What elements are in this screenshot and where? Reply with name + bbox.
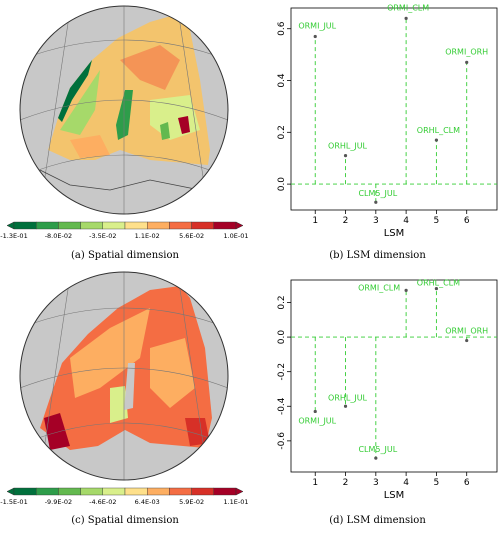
data-point: [465, 60, 469, 64]
x-tick-label: 4: [403, 478, 409, 488]
colorbar-swatch: [13, 221, 37, 230]
point-label: ORHL_CLM: [417, 126, 460, 135]
y-tick-label: -0.6: [277, 432, 287, 450]
y-tick-label: -0.4: [277, 397, 287, 415]
y-tick-label: 0.0: [277, 330, 287, 345]
colorbar-swatch: [58, 221, 81, 230]
lsm-chart-b: 1 2 3 4 5 6 0.0 0.2 0.4 0.6 LSM ORMI_JUL ORHL_JUL CLM…: [277, 3, 498, 239]
colorbar-tick-label: -8.0E-02: [45, 232, 72, 240]
colorbar-arrow-left: [6, 487, 15, 496]
colorbar-swatch: [169, 487, 192, 496]
colorbar-arrow-right: [235, 221, 244, 230]
map-panel-c: [19, 271, 229, 481]
data-point: [404, 288, 408, 292]
colorbar-swatch: [146, 487, 170, 496]
x-tick-label: 1: [312, 478, 318, 488]
x-tick-label: 2: [343, 478, 349, 488]
colorbar-swatch: [124, 221, 148, 230]
point-label: ORMI_CLM: [387, 3, 429, 12]
data-point: [465, 338, 469, 343]
x-axis-label: LSM: [384, 228, 405, 239]
point-label: ORHL_JUL: [328, 393, 368, 402]
colorbar-tick-label: -1.3E-01: [0, 232, 27, 240]
point-label: ORHL_JUL: [328, 142, 368, 151]
colorbar-swatch: [102, 487, 126, 496]
point-label: ORMI_JUL: [298, 416, 336, 425]
colorbar-tick-label: 5.9E-02: [179, 498, 204, 506]
data-point: [404, 16, 408, 20]
colorbar-a: -1.3E-01 -8.0E-02 -3.5E-02 1.1E-02 5.6E-02 1.…: [0, 221, 249, 240]
colorbar-tick-label: 6.4E-03: [135, 498, 160, 506]
colorbar-tick-label: 1.1E-02: [135, 232, 160, 240]
caption-c: (c) Spatial dimension: [71, 515, 179, 526]
colorbar-swatch: [36, 221, 59, 230]
colorbar-swatch: [102, 221, 126, 230]
colorbar-swatch: [124, 487, 148, 496]
x-tick-label: 3: [373, 216, 379, 226]
x-tick-label: 1: [312, 216, 318, 226]
colorbar-swatch: [80, 487, 103, 496]
point-label: ORMI_CLM: [358, 283, 400, 292]
colorbar-swatch: [213, 487, 237, 496]
point-label: ORMI_JUL: [298, 21, 336, 30]
x-tick-label: 6: [464, 216, 470, 226]
point-label: ORMI_ORH: [445, 47, 488, 56]
colorbar-tick-label: -4.6E-02: [89, 498, 116, 506]
data-point: [343, 154, 348, 158]
data-point: [434, 138, 439, 142]
x-tick-label: 6: [464, 478, 470, 488]
point-label: CLM5_JUL: [358, 189, 397, 198]
data-point: [313, 34, 317, 39]
colorbar-tick-label: -9.9E-02: [45, 498, 72, 506]
colorbar-tick-label: -1.5E-01: [0, 498, 27, 506]
colorbar-swatch: [58, 487, 81, 496]
x-axis-label: LSM: [384, 490, 405, 501]
caption-a: (a) Spatial dimension: [71, 250, 179, 261]
x-tick-label: 4: [403, 216, 409, 226]
x-tick-label: 2: [343, 216, 349, 226]
colorbar-swatch: [213, 221, 237, 230]
point-label: ORHL_CLM: [417, 279, 460, 288]
x-tick-label: 5: [434, 216, 440, 226]
colorbar-swatch: [80, 221, 103, 230]
colorbar-tick-label: 5.6E-02: [179, 232, 204, 240]
y-tick-label: 0.4: [277, 73, 287, 88]
caption-b: (b) LSM dimension: [329, 250, 426, 261]
colorbar-swatch: [169, 221, 192, 230]
data-point: [374, 200, 378, 204]
y-tick-label: 0.6: [277, 21, 287, 36]
data-point: [343, 404, 348, 408]
data-point: [434, 287, 439, 291]
colorbar-swatch: [13, 487, 37, 496]
colorbar-arrow-right: [235, 487, 244, 496]
data-point: [313, 409, 317, 414]
colorbar-arrow-left: [6, 221, 15, 230]
colorbar-swatch: [191, 487, 215, 496]
plot-frame: [290, 279, 498, 473]
colorbar-tick-label: 1.0E-01: [223, 232, 248, 240]
colorbar-tick-label: 1.1E-01: [223, 498, 248, 506]
lsm-chart-d: 1 2 3 4 5 6 -0.6 -0.4 -0.2 0.0 0.2 LSM ORMI_JUL ORHL_…: [277, 279, 498, 501]
point-label: ORMI_ORH: [445, 327, 488, 336]
y-tick-label: -0.2: [277, 363, 287, 381]
x-tick-label: 3: [373, 478, 379, 488]
map-panel-a: [19, 5, 229, 215]
colorbar-tick-label: -3.5E-02: [89, 232, 116, 240]
x-tick-label: 5: [434, 478, 440, 488]
colorbar-swatch: [146, 221, 170, 230]
y-tick-label: 0.0: [277, 177, 287, 192]
colorbar-c: -1.5E-01 -9.9E-02 -4.6E-02 6.4E-03 5.9E-02 1.…: [0, 487, 249, 506]
y-tick-label: 0.2: [277, 125, 287, 139]
colorbar-swatch: [36, 487, 59, 496]
point-label: CLM5_JUL: [358, 445, 397, 454]
caption-d: (d) LSM dimension: [329, 515, 426, 526]
plot-frame: [290, 7, 498, 211]
data-point: [374, 456, 378, 460]
y-tick-label: 0.2: [277, 295, 287, 309]
colorbar-swatch: [191, 221, 215, 230]
